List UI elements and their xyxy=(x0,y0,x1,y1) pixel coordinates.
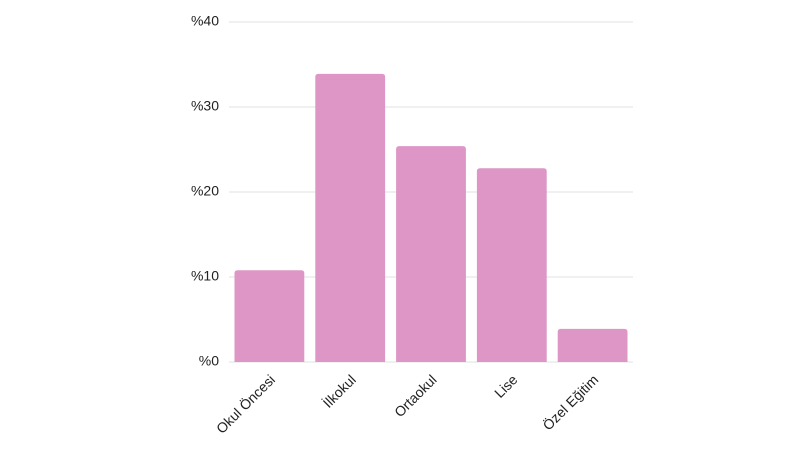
y-tick-label: %0 xyxy=(199,353,219,369)
x-tick-label: İlkokul xyxy=(319,371,359,411)
bar xyxy=(476,168,547,362)
y-tick-label: %40 xyxy=(191,13,219,29)
bar xyxy=(557,328,628,362)
x-tick-label: Okul Öncesi xyxy=(212,371,278,437)
y-tick-label: %30 xyxy=(191,98,219,114)
x-tick-label: Ortaokul xyxy=(391,371,440,420)
y-tick-label: %20 xyxy=(191,183,219,199)
y-tick-label: %10 xyxy=(191,268,219,284)
bar xyxy=(396,146,466,362)
bar xyxy=(315,73,386,362)
bar xyxy=(234,270,305,362)
x-tick-label: Özel Eğitim xyxy=(539,371,602,434)
x-tick-label: Lise xyxy=(491,371,521,401)
